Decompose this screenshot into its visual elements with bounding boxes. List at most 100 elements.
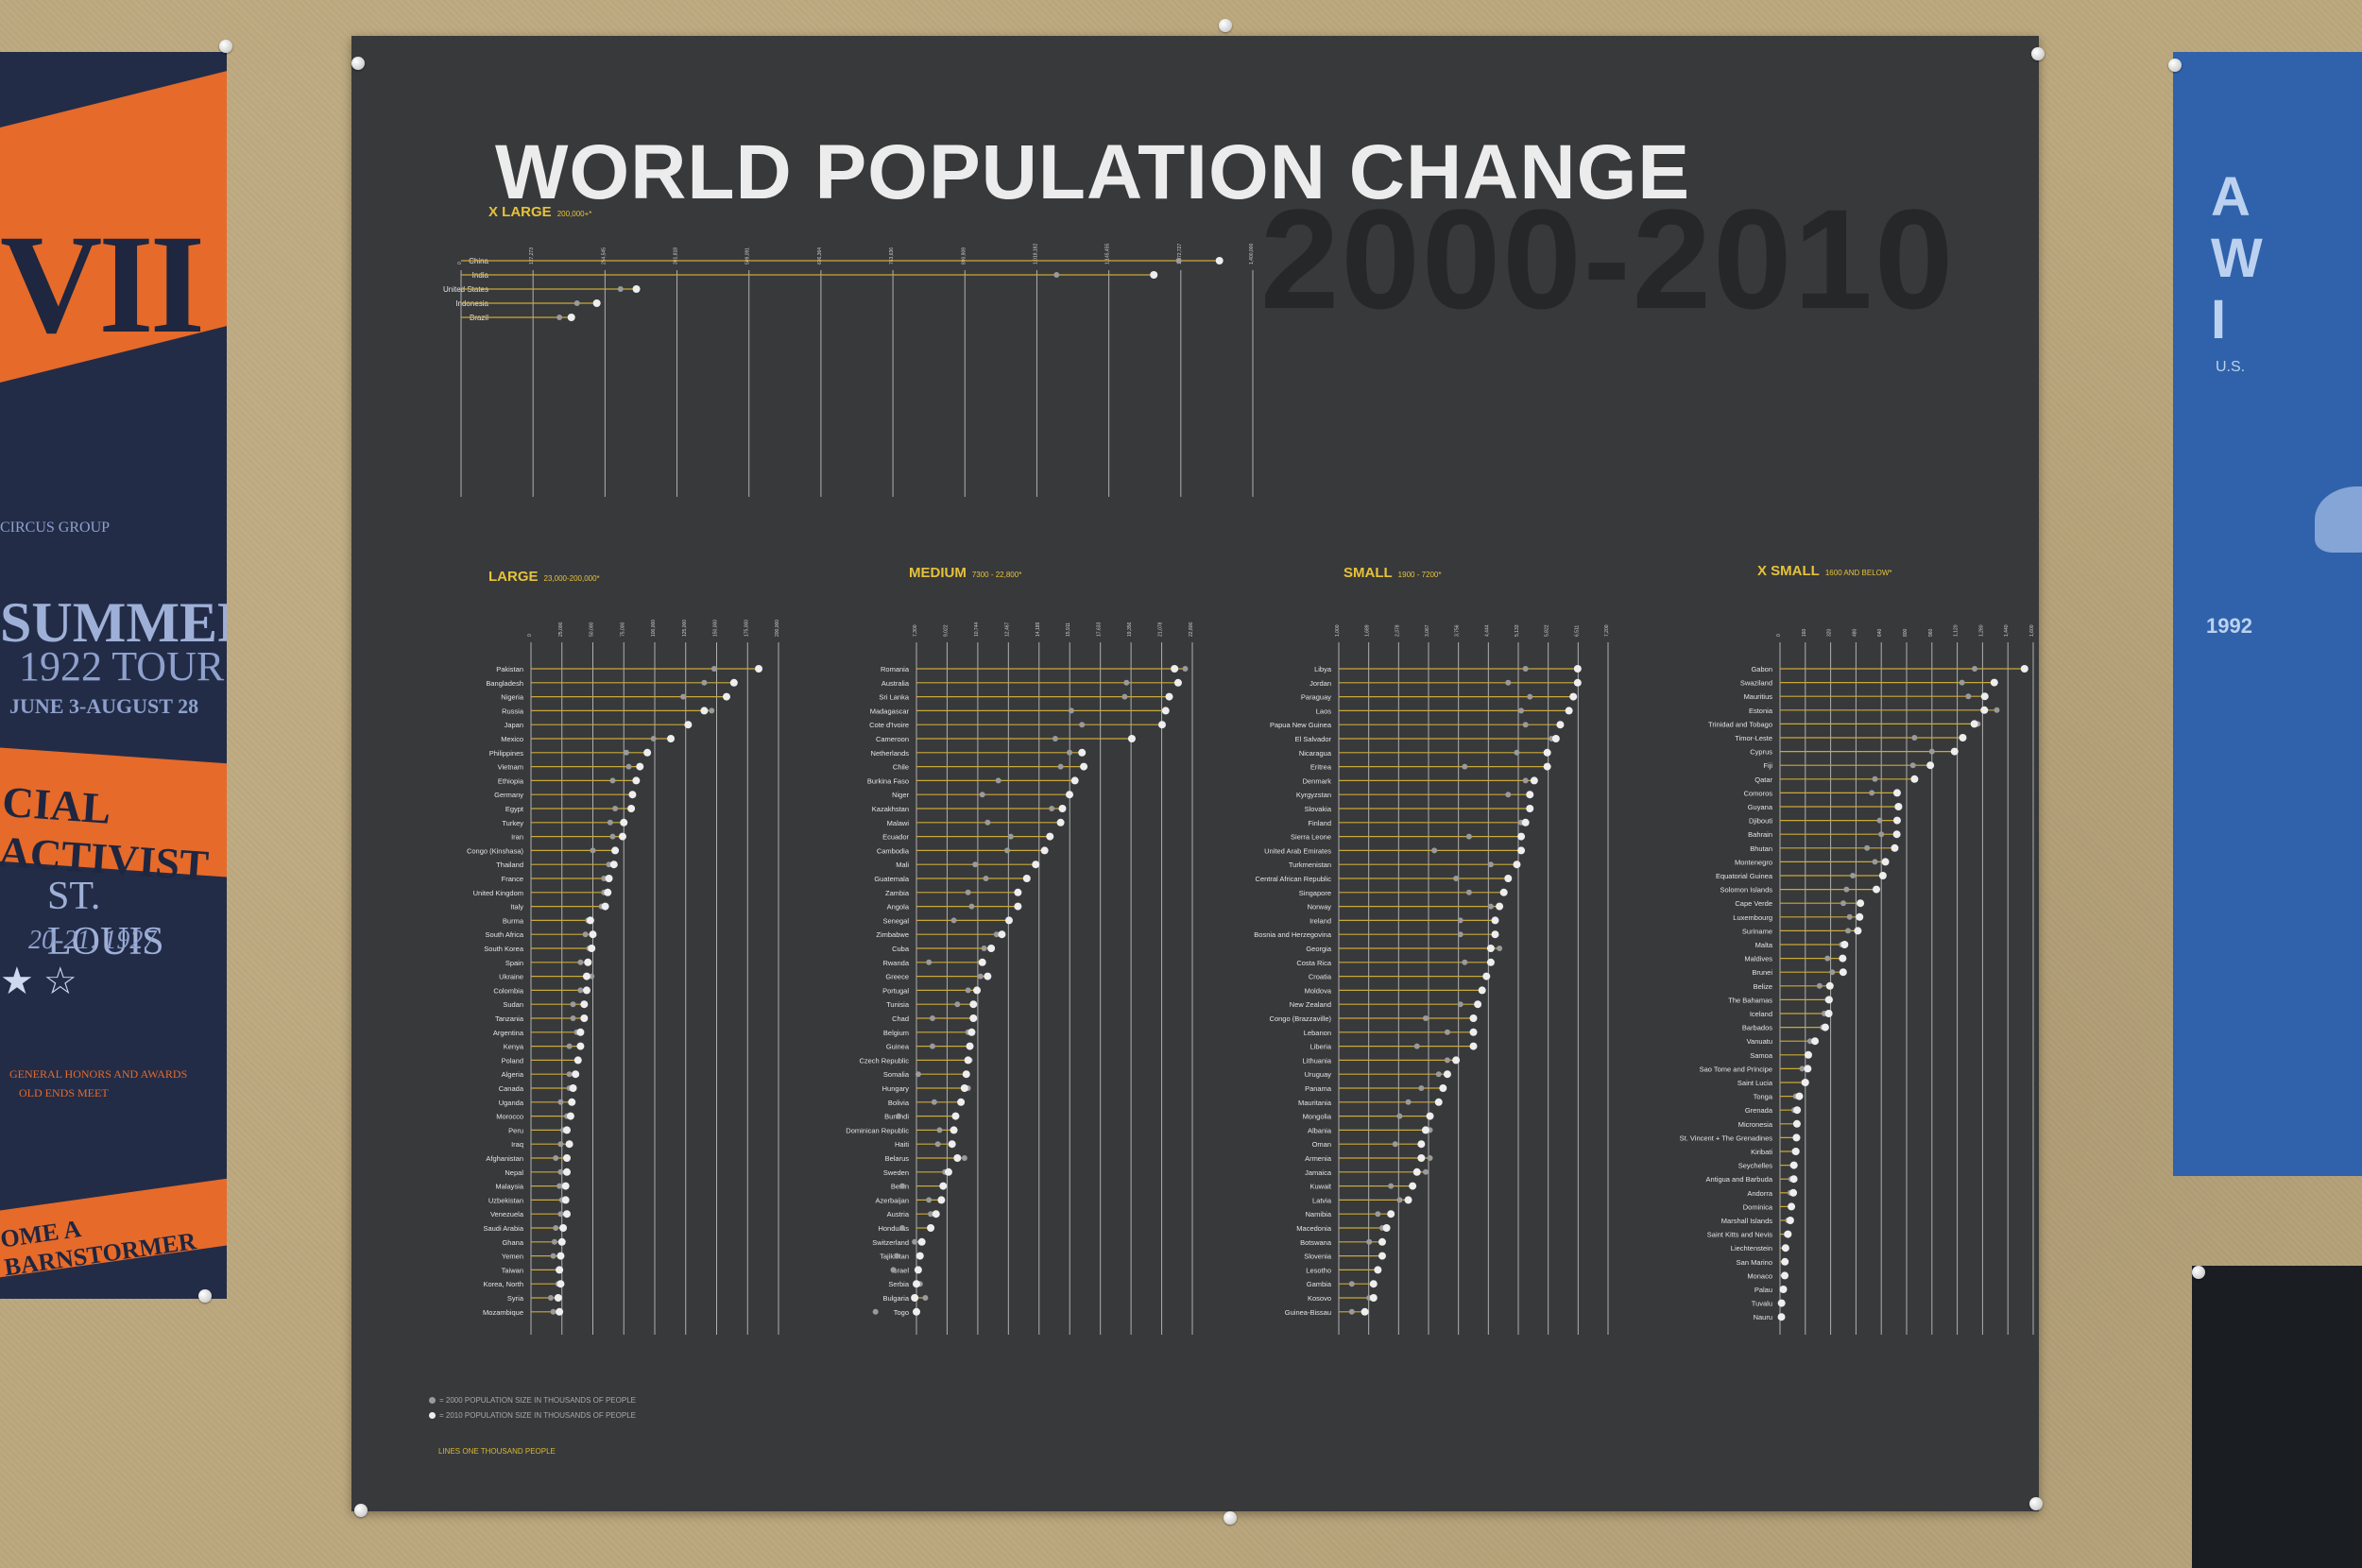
- country-label: Panama: [1305, 1084, 1332, 1093]
- dot-2000: [912, 1238, 918, 1245]
- dot-2000: [929, 1015, 935, 1021]
- dot-2010: [1382, 1224, 1391, 1232]
- dot-2010: [1469, 1014, 1478, 1022]
- dot-2010: [1491, 930, 1499, 939]
- dot-2010: [562, 1210, 571, 1219]
- panel-title: SMALL: [1344, 565, 1393, 581]
- tick-label: 7,200: [1604, 624, 1610, 637]
- pin: [2168, 59, 2182, 72]
- dot-2010: [1369, 1294, 1378, 1302]
- pin: [198, 1289, 212, 1303]
- country-label: Mexico: [501, 735, 523, 743]
- dot-2010: [1891, 844, 1899, 852]
- country-label: Cuba: [892, 945, 910, 953]
- rp-line: W: [2211, 228, 2263, 289]
- tick-label: 150,000: [713, 620, 719, 637]
- country-label: Yemen: [502, 1253, 523, 1261]
- dot-2000: [961, 1155, 967, 1161]
- panel-subtitle: 23,000-200,000*: [544, 574, 600, 583]
- country-label: Japan: [505, 721, 523, 729]
- country-label: Mauritania: [1298, 1099, 1332, 1107]
- dot-2010: [1387, 1210, 1395, 1219]
- dot-2000: [934, 1141, 941, 1148]
- country-label: Tanzania: [495, 1014, 524, 1023]
- dot-2000: [573, 300, 580, 306]
- dot-2010: [1517, 846, 1526, 855]
- dot-2000: [1121, 693, 1128, 700]
- country-label: Bahrain: [1748, 830, 1772, 839]
- country-label: Suriname: [1742, 927, 1772, 935]
- country-label: Barbados: [1742, 1024, 1772, 1032]
- dot-2000: [710, 666, 717, 672]
- tick-label: 636,364: [817, 247, 823, 264]
- country-label: Taiwan: [502, 1266, 523, 1274]
- dot-2000: [899, 1225, 905, 1231]
- country-label: Lithuania: [1303, 1056, 1332, 1065]
- dot-2010: [1513, 861, 1521, 869]
- country-label: Korea, North: [483, 1280, 523, 1288]
- dot-2000: [601, 876, 608, 881]
- tick-label: 25,000: [558, 622, 564, 637]
- lp-line: ST. LOUIS: [47, 875, 164, 963]
- dot-2010: [580, 1014, 589, 1022]
- bird-shape: [2315, 486, 2362, 553]
- dot-2010: [1157, 721, 1166, 729]
- pin: [2029, 1497, 2043, 1510]
- dot-2010: [1573, 665, 1582, 673]
- country-label: Malawi: [887, 819, 910, 827]
- country-label: Bulgaria: [882, 1294, 909, 1303]
- dot-2010: [566, 1112, 574, 1120]
- dot-2010: [557, 1237, 566, 1246]
- legend-text-2000: = 2000 POPULATION SIZE IN THOUSANDS OF P…: [439, 1396, 636, 1405]
- dot-2000: [1123, 679, 1130, 686]
- lp-line: JUNE 3-AUGUST 28: [9, 694, 199, 718]
- dot-2010: [944, 1167, 952, 1176]
- country-label: Ireland: [1309, 916, 1331, 925]
- pin: [354, 1504, 368, 1517]
- dot-2010: [1556, 721, 1565, 729]
- country-label: France: [502, 875, 523, 883]
- dot-2000: [607, 819, 613, 826]
- dot-2010: [1521, 818, 1530, 827]
- dot-2010: [1980, 706, 1989, 714]
- country-label: Italy: [510, 903, 523, 912]
- dot-2000: [1079, 722, 1086, 728]
- country-label: Norway: [1308, 903, 1332, 912]
- dot-2000: [896, 1113, 902, 1119]
- tick-label: 320: [1827, 628, 1833, 637]
- dot-2010: [1779, 1286, 1788, 1293]
- dot-2000: [1007, 833, 1014, 840]
- dot-2010: [582, 986, 590, 995]
- tick-label: 5,822: [1545, 624, 1550, 637]
- dot-2000: [1518, 707, 1525, 714]
- pin: [2031, 47, 2045, 60]
- country-label: Syria: [507, 1294, 524, 1303]
- country-label: Palau: [1754, 1286, 1772, 1294]
- country-label: Bosnia and Herzegovina: [1254, 930, 1332, 939]
- dot-2000: [547, 1295, 554, 1301]
- dot-2010: [1543, 762, 1551, 771]
- dot-2010: [917, 1237, 926, 1246]
- country-label: Solomon Islands: [1720, 886, 1773, 895]
- dot-2000: [1366, 1238, 1373, 1245]
- dot-2000: [915, 1071, 921, 1078]
- dot-2000: [1972, 666, 1978, 672]
- dot-2010: [618, 832, 626, 841]
- dot-2000: [929, 1043, 935, 1049]
- dot-2000: [965, 987, 971, 994]
- country-label: Equatorial Guinea: [1716, 872, 1773, 880]
- dot-2000: [1840, 900, 1846, 907]
- dot-2010: [998, 930, 1006, 939]
- dot-2000: [968, 903, 975, 910]
- country-label: Poland: [502, 1056, 523, 1065]
- dot-2000: [1522, 666, 1529, 672]
- dot-2010: [1369, 1280, 1378, 1288]
- dot-2000: [1348, 1281, 1355, 1287]
- dot-2000: [981, 946, 987, 951]
- country-label: Cote d'Ivoire: [869, 721, 909, 729]
- activist-band: CIAL ACTIVIST: [0, 747, 227, 890]
- dot-2000: [1816, 982, 1823, 989]
- country-label: Kuwait: [1309, 1183, 1331, 1191]
- dot-2000: [1462, 763, 1468, 770]
- country-label: Congo (Kinshasa): [467, 846, 524, 855]
